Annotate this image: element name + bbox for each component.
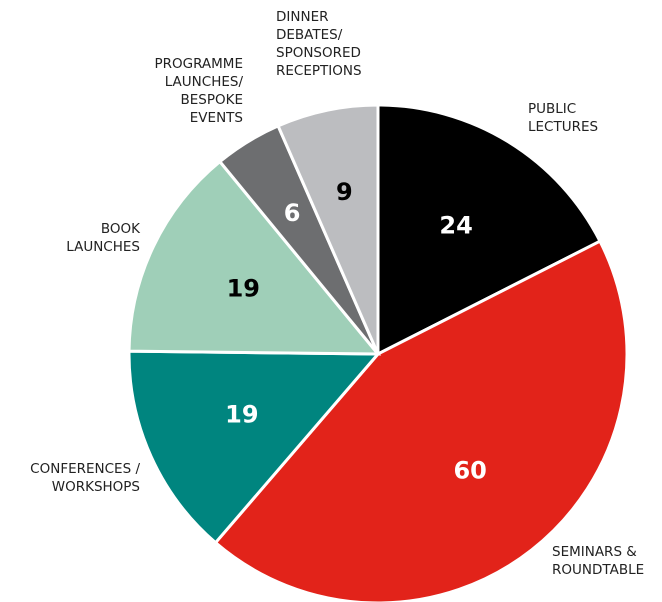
category-label: DINNER DEBATES/ SPONSORED RECEPTIONS bbox=[276, 9, 362, 79]
value-label: 24 bbox=[439, 212, 472, 240]
slice bbox=[127, 159, 382, 356]
category-label: PUBLIC LECTURES bbox=[528, 101, 599, 135]
slice bbox=[376, 103, 603, 357]
slice bbox=[213, 239, 629, 602]
category-label: SEMINARS & ROUNDTABLE bbox=[552, 544, 645, 578]
value-label: 60 bbox=[453, 457, 486, 485]
value-label: 9 bbox=[336, 178, 353, 206]
slice bbox=[276, 103, 380, 355]
category-label: BOOK LAUNCHES bbox=[66, 221, 140, 255]
value-label: 19 bbox=[227, 274, 260, 302]
category-label: CONFERENCES / WORKSHOPS bbox=[30, 461, 140, 495]
value-label: 19 bbox=[225, 400, 258, 428]
slice bbox=[127, 349, 382, 545]
value-label: 6 bbox=[284, 199, 301, 227]
category-label: PROGRAMME LAUNCHES/ BESPOKE EVENTS bbox=[154, 56, 243, 126]
